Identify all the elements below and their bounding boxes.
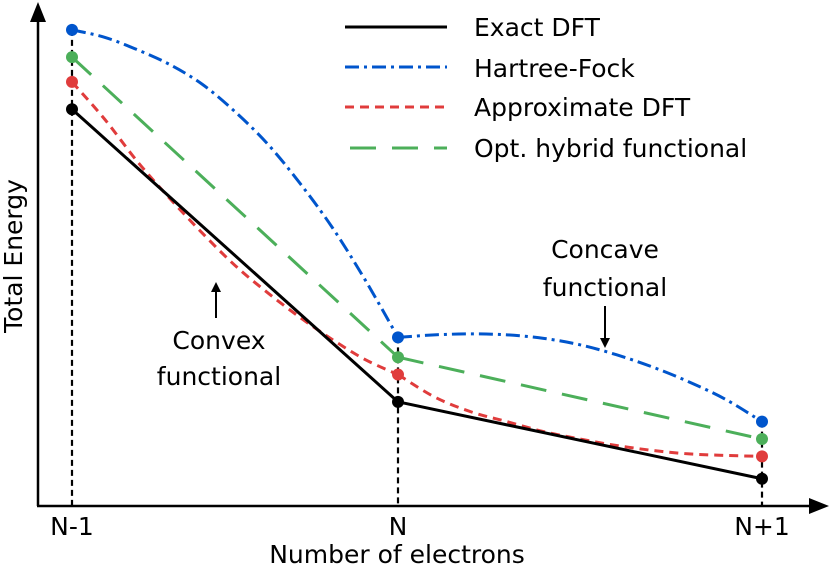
point-exact-dft-n-1 [756,472,768,485]
x-tick-label-n-plus-1: N+1 [734,512,790,541]
y-axis-title: Total Energy [0,179,28,334]
points-layer [66,23,768,485]
point-hartree-fock-n [392,331,404,344]
legend-item-hartree-fock: Hartree-Fock [345,54,635,83]
point-approximate-dft-n-1 [756,450,768,463]
point-hartree-fock-n-1 [66,23,78,36]
point-exact-dft-n [392,395,404,408]
series-line-opt-hybrid-functional-segment-2 [397,355,763,441]
legend-label-opt-hybrid: Opt. hybrid functional [474,134,747,163]
annotation-convex: Convex functional [157,282,281,391]
point-exact-dft-n-1 [66,103,78,116]
point-opt-hybrid-functional-n-1 [756,433,768,446]
legend-label-approximate-dft: Approximate DFT [474,93,691,122]
point-approximate-dft-n-1 [66,75,78,88]
annotation-concave-line-2: functional [543,273,667,302]
series-line-approximate-dft-segment-1 [70,80,399,376]
y-axis-arrow [30,2,46,22]
series-line-approximate-dft-segment-2 [397,373,763,458]
legend-item-approximate-dft: Approximate DFT [345,93,691,122]
series-line-opt-hybrid-functional-segment-1 [70,56,400,359]
legend-item-opt-hybrid: Opt. hybrid functional [350,134,747,163]
axes [30,2,829,514]
legend-label-exact-dft: Exact DFT [474,13,601,42]
annotation-concave-line-1: Concave [551,235,659,264]
point-opt-hybrid-functional-n [392,351,404,364]
series-line-hartree-fock-segment-1 [71,28,400,339]
annotation-convex-line-2: functional [157,362,281,391]
point-opt-hybrid-functional-n-1 [66,51,78,64]
series-layer [70,28,763,481]
annotation-concave: Concave functional [543,235,667,348]
legend: Exact DFT Hartree-Fock Approximate DFT O… [345,13,747,163]
point-hartree-fock-n-1 [756,415,768,428]
series-line-exact-dft-segment-1 [70,108,400,403]
x-axis-title: Number of electrons [269,540,525,567]
series-line-hartree-fock-segment-2 [397,332,763,423]
point-approximate-dft-n [392,368,404,381]
x-axis-arrow [809,498,829,514]
legend-item-exact-dft: Exact DFT [345,13,601,42]
series-line-exact-dft-segment-2 [397,400,763,481]
x-tick-label-n: N [389,512,408,541]
annotation-convex-line-1: Convex [172,326,265,355]
legend-label-hartree-fock: Hartree-Fock [474,54,635,83]
x-tick-labels: N-1 N N+1 [50,512,790,541]
x-tick-label-n-minus-1: N-1 [50,512,94,541]
